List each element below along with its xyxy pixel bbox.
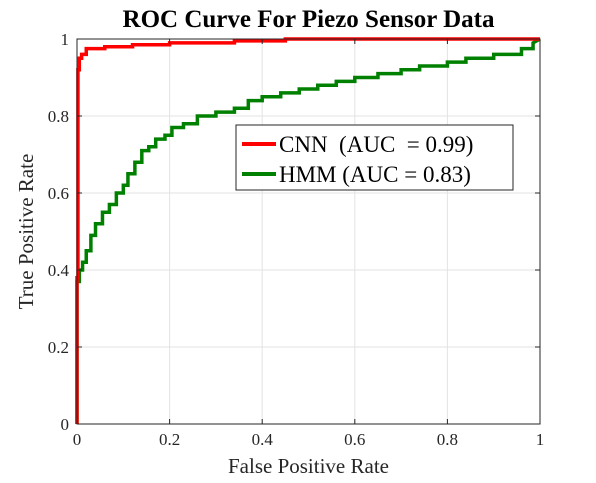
y-tick-label: 0 [61,415,70,434]
series-line-1 [75,37,541,424]
x-tick-label: 0.6 [344,430,365,449]
legend: CNN (AUC = 0.99) HMM (AUC = 0.83) [235,124,514,191]
y-axis-label: True Positive Rate [14,154,38,310]
legend-label-hmm: HMM (AUC = 0.83) [279,162,471,187]
grid [76,38,541,425]
x-tick-label: 0 [73,430,82,449]
y-tick-label: 0.2 [48,338,69,357]
plot-frame [76,38,541,425]
axis-ticks: 0 0.2 0.4 0.6 0.8 1 0 0.2 0.4 0.6 0.8 1 [48,30,545,449]
x-axis-label: False Positive Rate [228,454,389,478]
legend-label-cnn: CNN (AUC = 0.99) [279,132,473,157]
y-tick-label: 1 [61,30,70,49]
x-tick-label: 0.4 [252,430,274,449]
y-tick-label: 0.8 [48,107,69,126]
legend-box [235,124,514,191]
chart-title: ROC Curve For Piezo Sensor Data [123,6,495,33]
x-tick-label: 0.8 [437,430,458,449]
x-tick-label: 0.2 [159,430,180,449]
series-line-0 [75,37,540,424]
y-tick-label: 0.4 [48,261,70,280]
x-tick-label: 1 [536,430,545,449]
y-tick-label: 0.6 [48,184,69,203]
plot-series [75,37,541,424]
